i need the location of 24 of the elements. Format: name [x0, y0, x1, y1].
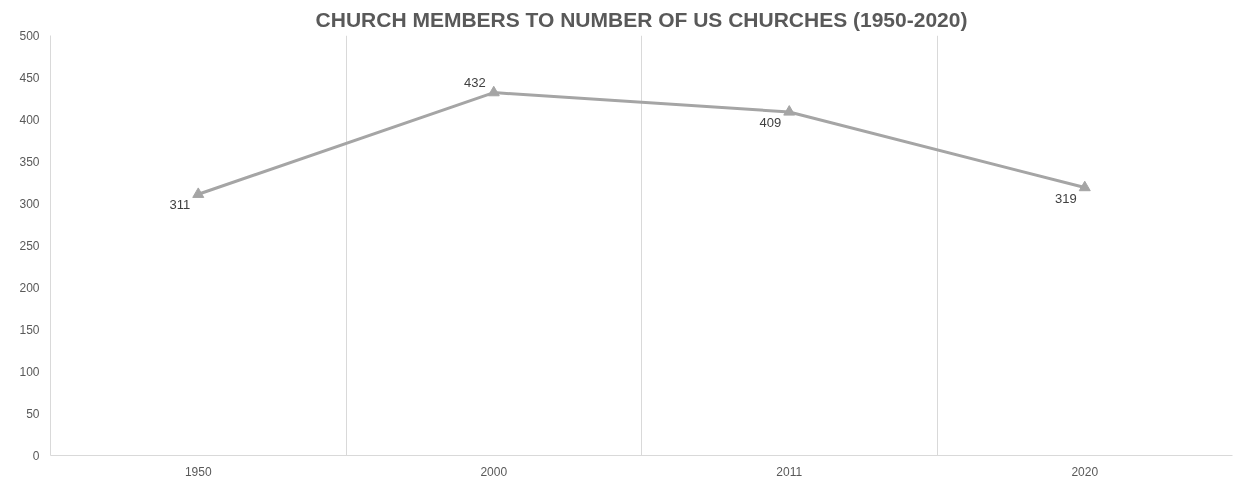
- point: [487, 85, 500, 97]
- point: [192, 187, 205, 198]
- y-tick-label: 200: [19, 281, 40, 295]
- x-tick-label: 2011: [776, 464, 803, 479]
- y-tick-label: 500: [19, 29, 40, 43]
- y-tick-label: 400: [19, 113, 40, 127]
- y-tick-label: 50: [26, 407, 40, 421]
- y-tick-label: 450: [19, 71, 40, 85]
- x-tick-label: 2020: [1071, 464, 1099, 479]
- y-tick-label: 300: [19, 197, 40, 211]
- x-tick-label: 2000: [480, 464, 508, 479]
- data-label: 319: [1055, 190, 1077, 206]
- y-tick-label: 0: [32, 449, 40, 463]
- data-label: 311: [169, 197, 191, 213]
- y-tick-label: 100: [19, 365, 40, 379]
- data-label: 409: [759, 114, 782, 130]
- y-tick-label: 350: [19, 155, 40, 169]
- point: [1078, 180, 1091, 192]
- chart-title: CHURCH MEMBERS TO NUMBER OF US CHURCHES (1950-2020): [315, 7, 968, 31]
- y-tick-label: 150: [19, 323, 40, 337]
- x-tick-label: 1950: [184, 464, 212, 479]
- data-label: 432: [464, 74, 486, 90]
- y-tick-label: 250: [19, 239, 40, 253]
- point: [783, 105, 796, 116]
